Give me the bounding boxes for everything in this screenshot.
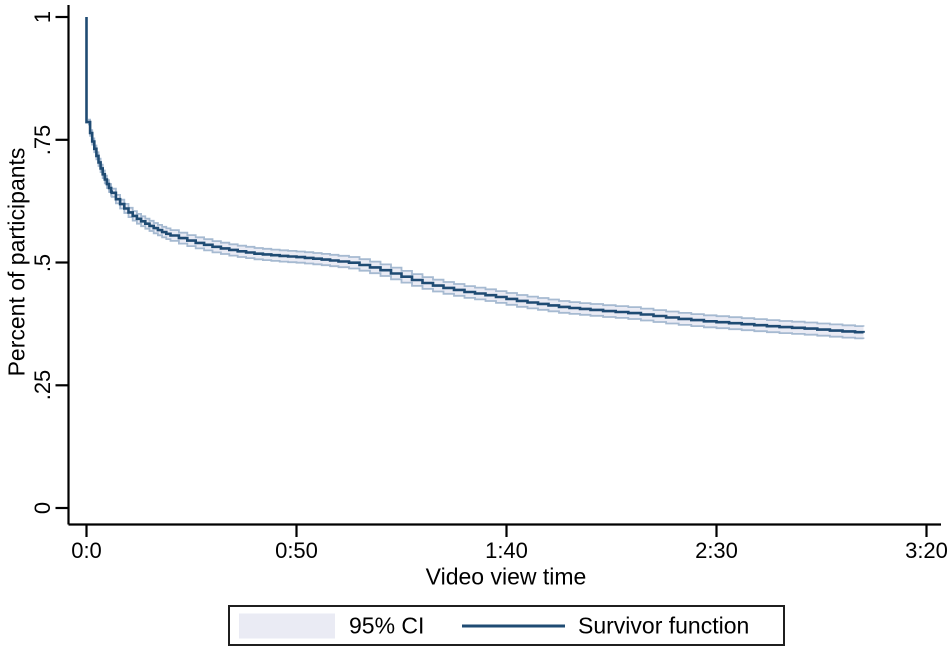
- y-tick-label-25: .25: [30, 369, 55, 401]
- survivor-line: [85, 17, 865, 334]
- y-tick-label-50: .5: [30, 253, 55, 272]
- y-axis-title: Percent of participants: [3, 147, 30, 377]
- ci-band: [88, 119, 864, 339]
- legend: 95% CI Survivor function: [228, 605, 785, 646]
- x-tick-label-0-0: 0:0: [71, 538, 102, 563]
- x-tick-label-0-50: 0:50: [275, 538, 318, 563]
- y-tick-label-1: 1: [30, 10, 55, 24]
- ci-band-swatch: [239, 613, 335, 638]
- ci-lower-edge: [88, 123, 865, 340]
- x-tick-label-1-40: 1:40: [485, 538, 528, 563]
- y-tick-label-75: .75: [30, 124, 55, 156]
- legend-ci-label: 95% CI: [349, 612, 425, 638]
- y-tick-label-0: 0: [30, 501, 55, 515]
- x-tick-label-3-20: 3:20: [905, 538, 948, 563]
- x-axis-title: Video view time: [425, 563, 587, 590]
- x-tick-label-2-30: 2:30: [695, 538, 738, 563]
- ci-upper-edge: [88, 118, 865, 327]
- legend-survivor-label: Survivor function: [578, 612, 750, 638]
- survivor-line-swatch: [462, 624, 565, 627]
